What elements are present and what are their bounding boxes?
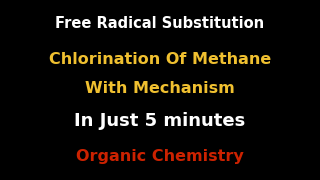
Text: Free Radical Substitution: Free Radical Substitution: [55, 16, 265, 31]
Text: With Mechanism: With Mechanism: [85, 81, 235, 96]
Text: Organic Chemistry: Organic Chemistry: [76, 149, 244, 164]
Text: In Just 5 minutes: In Just 5 minutes: [74, 112, 246, 130]
Text: Chlorination Of Methane: Chlorination Of Methane: [49, 52, 271, 67]
